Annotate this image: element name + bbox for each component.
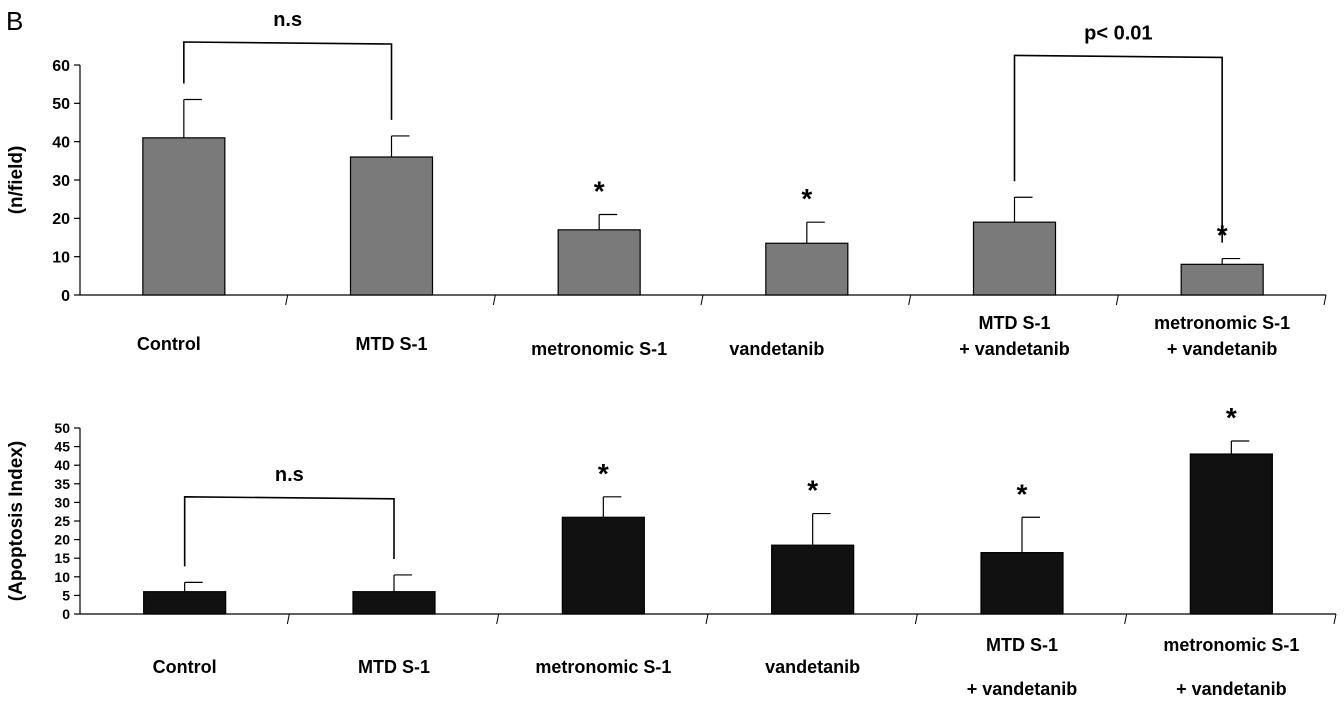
bottom-bar <box>561 516 645 615</box>
top-category-label: + vandetanib <box>959 339 1070 359</box>
top-category-label: + vandetanib <box>1167 339 1278 359</box>
bottom-bar <box>352 591 436 615</box>
bottom-category-label: Control <box>153 657 217 677</box>
bottom-x-tick <box>496 613 500 625</box>
top-x-tick <box>1323 294 1327 306</box>
top-y-axis-label: (n/field) <box>6 146 27 215</box>
top-chart: 0 10 20 30 40 50 60 (n/field) Control MTD S-1 * met… <box>6 9 1327 359</box>
top-bar <box>765 242 849 296</box>
top-category-label: metronomic S-1 <box>531 339 667 359</box>
bottom-category-label: MTD S-1 <box>986 635 1058 655</box>
bottom-y-tick-label: 30 <box>54 494 70 510</box>
bottom-y-tick-label: 45 <box>54 439 70 455</box>
top-bar <box>349 156 434 296</box>
top-y-tick-label: 20 <box>52 211 70 228</box>
panel-label: B <box>6 6 23 36</box>
bottom-bracket-label: n.s <box>275 464 304 486</box>
bottom-significance-mark: * <box>598 458 609 489</box>
top-bar <box>972 221 1057 296</box>
bottom-y-tick-label: 50 <box>54 420 70 436</box>
top-y-tick-label: 60 <box>52 58 70 75</box>
bottom-bar <box>1189 453 1273 615</box>
top-bar <box>557 229 641 296</box>
top-x-tick <box>285 294 289 306</box>
top-category-label: Control <box>137 334 201 354</box>
bottom-y-tick-label: 25 <box>54 513 70 529</box>
bottom-y-tick-label: 0 <box>62 606 70 622</box>
top-y-tick-label: 40 <box>52 134 70 151</box>
top-bracket-label: p< 0.01 <box>1084 22 1152 44</box>
top-x-tick <box>700 294 704 306</box>
bottom-category-label: + vandetanib <box>1176 679 1287 699</box>
bottom-bar <box>143 591 227 615</box>
bottom-category-label: + vandetanib <box>967 679 1078 699</box>
bottom-x-tick <box>705 613 709 625</box>
bottom-y-tick-label: 15 <box>54 550 70 566</box>
bottom-y-tick-label: 20 <box>54 532 70 548</box>
top-category-label: metronomic S-1 <box>1154 313 1290 333</box>
bottom-bar <box>980 552 1064 615</box>
bottom-x-tick <box>286 613 290 625</box>
top-y-tick-label: 50 <box>52 96 70 113</box>
top-significance-bracket <box>1013 54 1223 243</box>
top-category-label: MTD S-1 <box>356 334 428 354</box>
bottom-category-label: metronomic S-1 <box>535 657 671 677</box>
top-y-tick-label: 30 <box>52 173 70 190</box>
bottom-significance-bracket <box>183 496 395 567</box>
top-category-label: vandetanib <box>729 339 824 359</box>
bottom-significance-mark: * <box>1017 478 1028 509</box>
bottom-y-tick-label: 40 <box>54 457 70 473</box>
bottom-y-tick-label: 10 <box>54 569 70 585</box>
top-x-tick <box>1115 294 1119 306</box>
bottom-x-tick <box>914 613 918 625</box>
top-significance-bracket <box>183 41 393 120</box>
top-bar <box>142 137 226 296</box>
bottom-y-tick-label: 35 <box>54 476 70 492</box>
top-significance-mark: * <box>594 176 605 207</box>
bottom-category-label: metronomic S-1 <box>1163 635 1299 655</box>
top-bar <box>1180 263 1264 296</box>
top-y-tick-label: 10 <box>52 249 70 266</box>
top-bracket-label: n.s <box>273 9 302 31</box>
bottom-y-tick-label: 5 <box>62 587 70 603</box>
bottom-x-tick <box>1124 613 1128 625</box>
bottom-category-label: MTD S-1 <box>358 657 430 677</box>
bottom-chart: 0 5 10 15 20 25 30 35 40 45 50 (Apoptosis Index) Con… <box>6 402 1337 699</box>
top-x-tick <box>492 294 496 306</box>
bottom-y-axis-label: (Apoptosis Index) <box>6 441 27 601</box>
bottom-significance-mark: * <box>807 475 818 506</box>
bottom-category-label: vandetanib <box>765 657 860 677</box>
top-category-label: MTD S-1 <box>979 313 1051 333</box>
bottom-x-tick <box>1333 613 1337 625</box>
top-significance-mark: * <box>801 183 812 214</box>
top-y-tick-label: 0 <box>61 288 70 305</box>
top-x-tick <box>908 294 912 306</box>
bottom-bar <box>771 544 855 615</box>
bottom-significance-mark: * <box>1226 402 1237 433</box>
